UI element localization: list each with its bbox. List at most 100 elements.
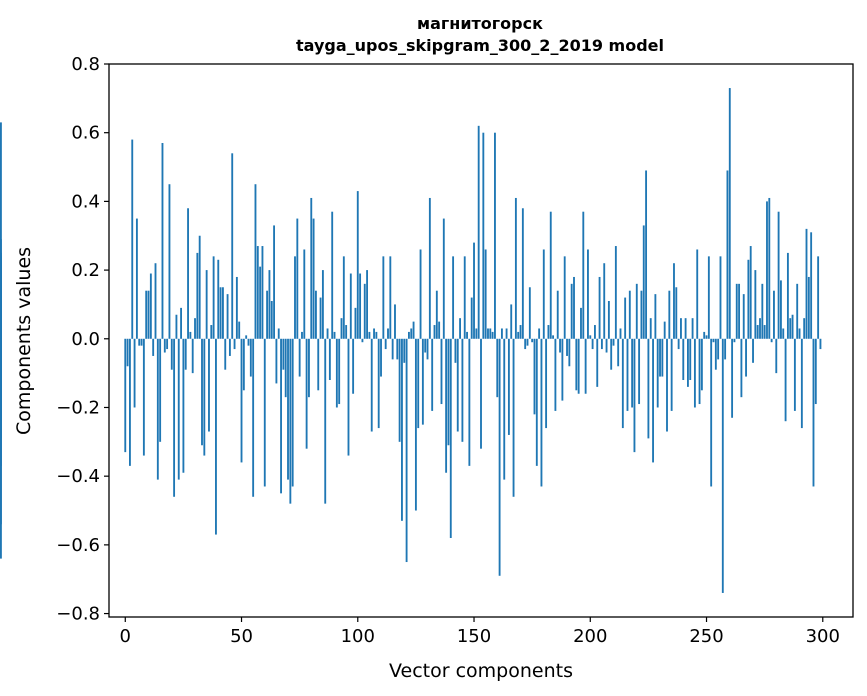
bar-223 xyxy=(642,225,645,339)
bar-166 xyxy=(510,304,513,339)
bar-145 xyxy=(461,338,464,442)
bar-35 xyxy=(205,270,208,339)
bar-176 xyxy=(533,338,536,415)
bar-141 xyxy=(452,256,455,339)
bar-146 xyxy=(463,256,466,339)
bar-119 xyxy=(401,338,403,521)
bar-247 xyxy=(698,338,701,405)
bar-217 xyxy=(628,290,631,339)
bar-289 xyxy=(796,283,799,339)
bar-43 xyxy=(224,338,227,370)
bar-44 xyxy=(226,294,229,339)
bar-270 xyxy=(752,338,754,363)
bar-53 xyxy=(247,338,250,346)
y-tick-label: 0.4 xyxy=(71,191,100,212)
bar-138 xyxy=(445,338,448,473)
bar-77 xyxy=(303,249,306,339)
bar-244 xyxy=(691,318,694,339)
bar-294 xyxy=(807,276,810,339)
bar-185 xyxy=(554,338,557,411)
bar-207 xyxy=(605,338,608,353)
bar-236 xyxy=(673,263,675,339)
bar-180 xyxy=(542,249,545,339)
bar-211 xyxy=(614,246,617,339)
bar-50 xyxy=(240,338,243,463)
bar-32 xyxy=(198,235,201,339)
bar-203 xyxy=(596,338,599,387)
bar-164 xyxy=(505,328,508,339)
bar-97 xyxy=(349,273,352,339)
bar-76 xyxy=(301,331,303,339)
bar-82 xyxy=(315,290,317,339)
bar-220 xyxy=(635,283,638,339)
bar-269 xyxy=(749,246,752,339)
bar-31 xyxy=(196,252,199,339)
bar-109 xyxy=(377,338,380,429)
bar-60 xyxy=(263,338,266,487)
bar-231 xyxy=(661,338,664,377)
bar-2 xyxy=(129,338,131,466)
bar-202 xyxy=(594,325,596,339)
bar-45 xyxy=(228,338,231,356)
bar-255 xyxy=(717,338,720,360)
bar-251 xyxy=(707,256,710,339)
bar-169 xyxy=(517,331,520,339)
bar-90 xyxy=(333,331,336,339)
bar-297 xyxy=(814,338,817,405)
bar-151 xyxy=(475,328,478,339)
bar-156 xyxy=(487,328,489,339)
bar-162 xyxy=(500,328,503,339)
bar-16 xyxy=(161,143,164,339)
bar-124 xyxy=(412,321,415,339)
bar-25 xyxy=(182,338,185,473)
bar-150 xyxy=(473,242,475,339)
bar-103 xyxy=(363,283,366,339)
bar-120 xyxy=(403,338,406,363)
bar-224 xyxy=(645,170,648,339)
bar-91 xyxy=(335,338,338,408)
bar-158 xyxy=(491,331,494,339)
bar-23 xyxy=(177,338,180,480)
bar-280 xyxy=(775,338,778,374)
bar-10 xyxy=(147,290,150,339)
bar-191 xyxy=(568,338,571,367)
bar-1 xyxy=(126,338,129,367)
bar-232 xyxy=(663,321,666,339)
bar-230 xyxy=(659,338,661,377)
bar-295 xyxy=(810,232,813,339)
chart-subtitle: tayga_upos_skipgram_300_2_2019 model xyxy=(296,36,664,55)
bar-102 xyxy=(361,338,364,343)
bar-204 xyxy=(598,276,601,339)
bar-131 xyxy=(428,197,431,339)
bar-234 xyxy=(668,290,671,339)
bar-48 xyxy=(235,276,238,339)
bar-193 xyxy=(573,276,575,339)
bar-0 xyxy=(124,338,127,453)
bar-3 xyxy=(131,139,134,339)
bar-275 xyxy=(763,325,766,339)
bar-264 xyxy=(738,283,741,339)
bar-58 xyxy=(259,266,262,339)
bar-107 xyxy=(373,328,375,339)
bar-291 xyxy=(800,338,803,429)
bar-159 xyxy=(494,132,496,339)
bar-212 xyxy=(617,338,620,367)
bar-178 xyxy=(538,328,541,339)
bar-274 xyxy=(761,283,764,339)
bar-36 xyxy=(208,338,210,432)
bar-62 xyxy=(268,270,271,339)
bar-175 xyxy=(531,338,534,343)
x-tick-label: 250 xyxy=(689,626,723,647)
bar-52 xyxy=(245,335,248,339)
bar-190 xyxy=(566,338,568,356)
bar-201 xyxy=(591,338,594,350)
y-tick-label: −0.6 xyxy=(56,535,100,556)
bar-38 xyxy=(212,256,215,339)
bar-39 xyxy=(215,338,217,535)
bar-290 xyxy=(798,328,801,339)
bar-24 xyxy=(180,307,182,339)
bar-86 xyxy=(324,338,327,504)
bar-123 xyxy=(410,328,413,339)
bar-168 xyxy=(514,197,517,339)
